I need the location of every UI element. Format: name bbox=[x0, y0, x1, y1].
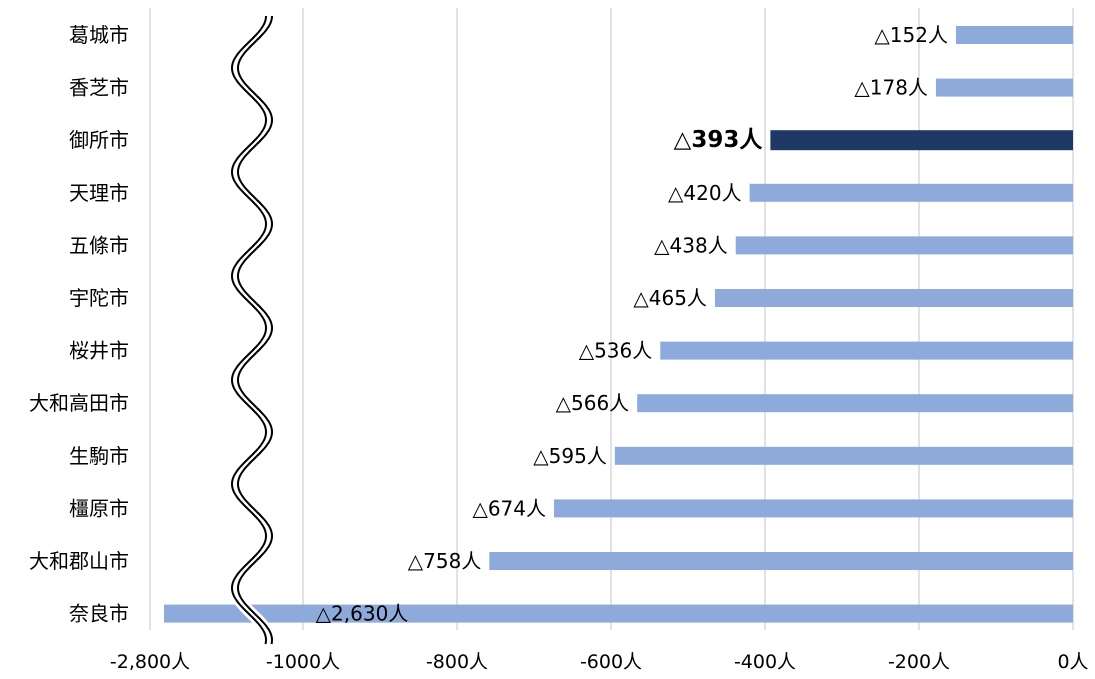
bar bbox=[660, 341, 1073, 360]
category-label: 奈良市 bbox=[69, 602, 129, 626]
x-tick-label: -1000人 bbox=[266, 651, 340, 673]
bar bbox=[955, 26, 1073, 44]
x-tick-label: -600人 bbox=[580, 651, 642, 673]
x-tick-label: 0人 bbox=[1057, 651, 1088, 673]
x-tick-label: -800人 bbox=[426, 651, 488, 673]
category-label: 大和高田市 bbox=[29, 391, 129, 415]
data-label: △536人 bbox=[579, 339, 653, 363]
data-label: △465人 bbox=[633, 286, 707, 310]
bar bbox=[614, 446, 1073, 465]
data-label: △438人 bbox=[654, 233, 728, 257]
bar bbox=[770, 130, 1073, 151]
category-label: 大和郡山市 bbox=[29, 549, 129, 573]
grid-layer bbox=[149, 8, 1074, 630]
data-label: △152人 bbox=[874, 23, 948, 47]
bar bbox=[637, 394, 1073, 413]
category-label: 生駒市 bbox=[69, 444, 129, 468]
category-label: 橿原市 bbox=[69, 496, 129, 520]
data-label: △178人 bbox=[854, 76, 928, 100]
category-label: 桜井市 bbox=[69, 339, 129, 363]
category-label: 御所市 bbox=[69, 128, 129, 152]
bar bbox=[749, 183, 1073, 202]
axis-break-line bbox=[230, 15, 268, 645]
x-tick-label: -200人 bbox=[888, 651, 950, 673]
data-label: △2,630人 bbox=[316, 602, 409, 626]
category-label: 五條市 bbox=[69, 233, 129, 257]
data-label: △595人 bbox=[533, 444, 607, 468]
data-label: △674人 bbox=[472, 496, 546, 520]
bar bbox=[735, 236, 1073, 255]
data-label: △758人 bbox=[408, 549, 482, 573]
category-label: 香芝市 bbox=[69, 76, 129, 100]
bar bbox=[554, 499, 1073, 518]
category-label: 葛城市 bbox=[69, 23, 129, 47]
axis-break-marker bbox=[228, 15, 276, 646]
x-tick-labels: -2,800人 -1000人 -800人 -600人 -400人 -200人 0人 bbox=[110, 651, 1089, 673]
data-label: △420人 bbox=[668, 181, 742, 205]
axis-break-gap bbox=[228, 15, 276, 646]
bar bbox=[164, 604, 1073, 623]
bars-layer bbox=[164, 26, 1074, 623]
x-tick-label: -400人 bbox=[734, 651, 796, 673]
data-label: △566人 bbox=[556, 391, 630, 415]
category-label: 天理市 bbox=[69, 181, 129, 205]
category-label: 宇陀市 bbox=[69, 286, 129, 310]
bar bbox=[489, 552, 1074, 570]
bar bbox=[935, 78, 1073, 97]
x-tick-label: -2,800人 bbox=[110, 651, 190, 673]
bar bbox=[714, 289, 1073, 307]
data-labels: △152人 △178人 △393人 △420人 △438人 △465人 △536人 △566人… bbox=[316, 23, 948, 626]
data-label: △393人 bbox=[674, 127, 764, 153]
axis-break-line bbox=[236, 15, 274, 645]
